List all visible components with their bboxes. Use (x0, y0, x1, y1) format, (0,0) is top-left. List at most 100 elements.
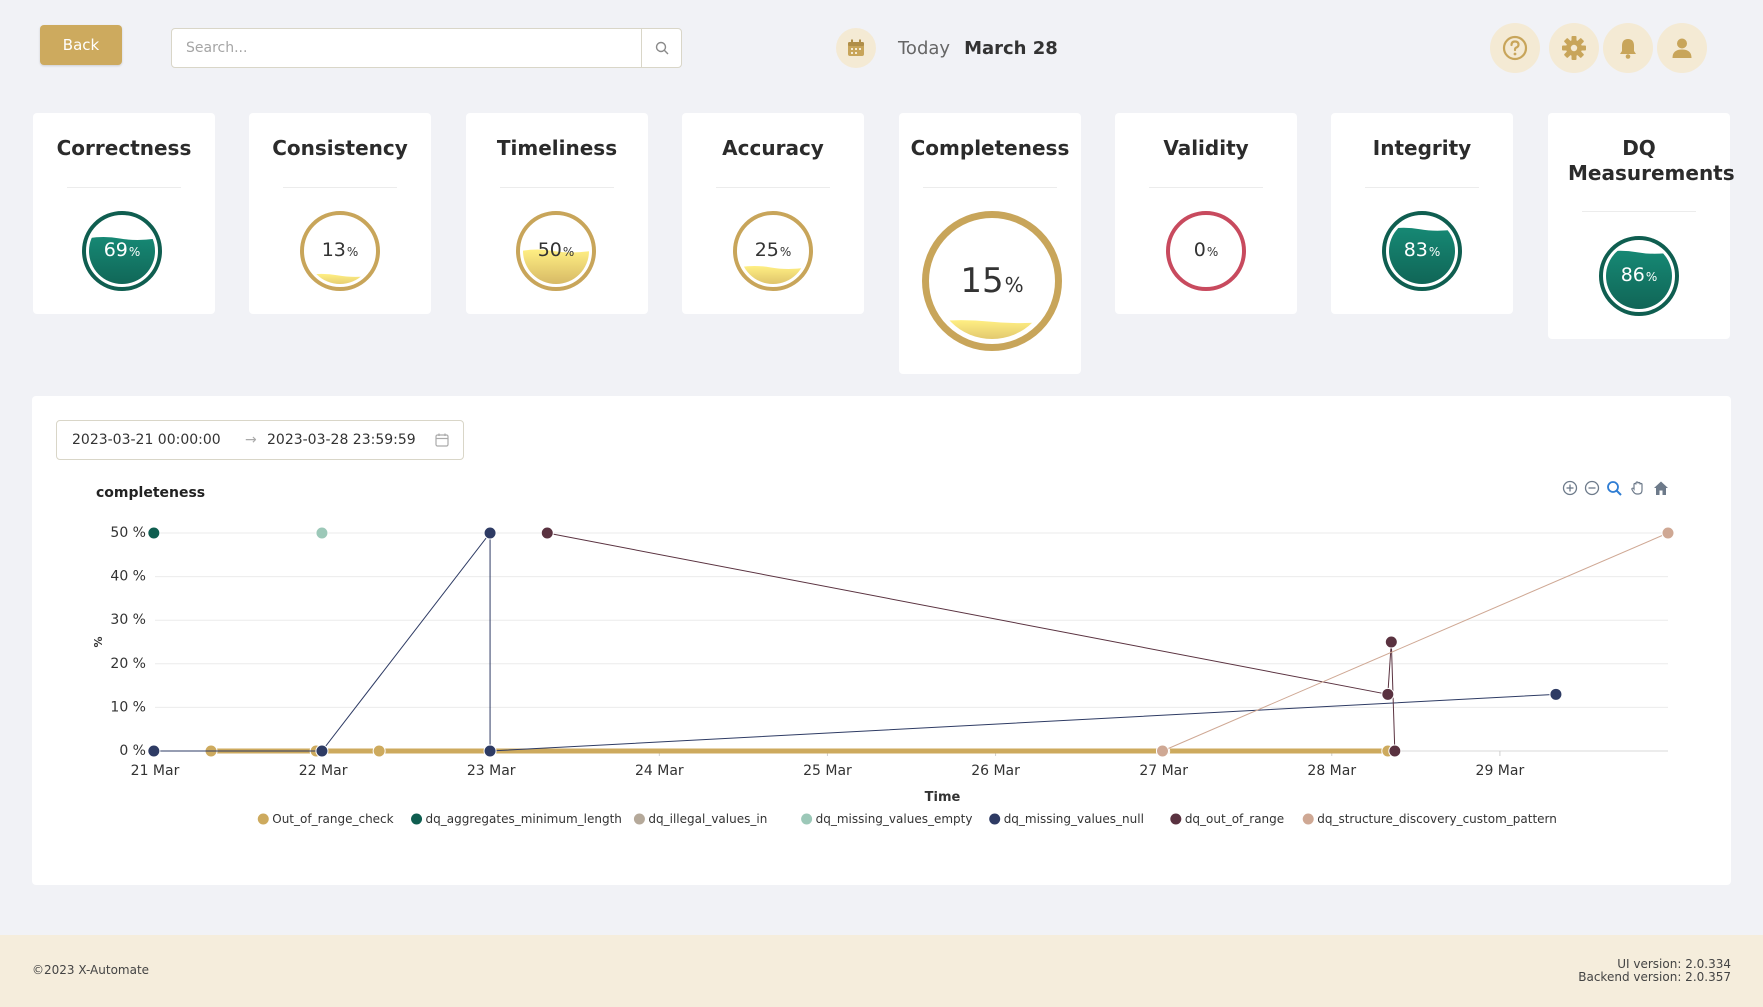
copyright: ©2023 X-Automate (32, 963, 150, 977)
x-axis-label: Time (925, 790, 961, 805)
x-tick-label: 21 Mar (131, 763, 180, 779)
profile-button[interactable] (1657, 23, 1707, 73)
home-reset-icon[interactable] (1652, 480, 1670, 496)
metric-card-dq-measurements[interactable]: DQ Measurements 86% (1548, 113, 1735, 339)
chart-legend: Out_of_range_check dq_aggregates_minimum_… (257, 812, 1557, 826)
metric-card-accuracy[interactable]: Accuracy 25% (682, 113, 864, 314)
data-point (147, 744, 161, 758)
settings-button[interactable] (1549, 23, 1599, 73)
range-start[interactable]: 2023-03-21 00:00:00 (72, 432, 221, 448)
bell-icon (1620, 39, 1636, 59)
metric-gauge: 15% (922, 211, 1062, 351)
data-point (1155, 744, 1169, 758)
metric-gauge: 69% (82, 211, 162, 291)
x-tick-label: 29 Mar (1476, 763, 1525, 779)
gauge-fill (740, 266, 806, 284)
back-button[interactable]: Back (40, 25, 122, 65)
legend-label: dq_missing_values_null (1004, 812, 1144, 826)
zoom-in-icon[interactable] (1562, 480, 1578, 496)
gauge-value: 86% (1621, 264, 1658, 286)
gauge-ring (300, 211, 380, 291)
y-tick-label: 0 % (119, 743, 146, 759)
metric-card-completeness[interactable]: Completeness 15% (899, 113, 1081, 374)
series-line (547, 532, 1396, 752)
series-Out_of_range_check (204, 744, 1395, 758)
y-tick-label: 10 % (110, 699, 146, 715)
series-dq_missing_values_empty (315, 526, 329, 540)
zoom-selection-icon[interactable] (1606, 480, 1624, 496)
gauge-value: 69% (104, 239, 141, 261)
series-line (153, 531, 1556, 752)
gauge-ring (1166, 211, 1246, 291)
calendar-button[interactable] (836, 28, 876, 68)
series-dq_illegal_values_in (1155, 744, 1169, 758)
search-button[interactable] (641, 29, 681, 67)
range-end[interactable]: 2023-03-28 23:59:59 (267, 432, 416, 448)
metric-title: Accuracy (722, 136, 824, 160)
help-button[interactable] (1490, 23, 1540, 73)
data-point (483, 526, 497, 540)
legend-marker (633, 813, 645, 825)
legend-marker (257, 813, 269, 825)
notifications-button[interactable] (1603, 23, 1653, 73)
metric-gauge: 25% (733, 211, 813, 291)
data-point (1384, 635, 1398, 649)
search-input[interactable] (172, 29, 641, 67)
data-point (483, 744, 497, 758)
metric-card-timeliness[interactable]: Timeliness 50% (466, 113, 648, 314)
pan-hand-icon[interactable] (1630, 480, 1646, 496)
data-point (1157, 744, 1171, 758)
data-point (315, 744, 329, 758)
data-point (540, 526, 554, 540)
data-point (1661, 526, 1675, 540)
y-axis-label: % (92, 636, 105, 647)
data-point (204, 744, 218, 758)
data-point (309, 744, 323, 758)
ui-version: UI version: 2.0.334 (1617, 957, 1731, 971)
metric-gauge: 13% (300, 211, 380, 291)
gauge-value: 83% (1404, 239, 1441, 261)
legend-marker (801, 813, 813, 825)
legend-label: Out_of_range_check (272, 812, 393, 826)
completeness-chart: completeness 0 % 10 % 20 % 30 % 40 % 50 %% 21 M… (92, 485, 1675, 826)
metric-title: Integrity (1372, 136, 1472, 160)
gauge-value: 15% (960, 261, 1023, 301)
data-point (1388, 744, 1402, 758)
y-tick-label: 20 % (110, 656, 146, 672)
data-point (1381, 687, 1395, 701)
metric-gauge: 50% (516, 211, 596, 291)
metric-card-validity[interactable]: Validity 0% (1115, 113, 1297, 314)
gauge-fill (934, 320, 1050, 339)
zoom-out-icon[interactable] (1584, 480, 1600, 496)
backend-version: Backend version: 2.0.357 (1578, 970, 1731, 984)
metric-title: DQ Measurements (1568, 136, 1735, 185)
legend-marker (1302, 813, 1314, 825)
legend-label: dq_out_of_range (1185, 812, 1284, 826)
gauge-ring (922, 211, 1062, 351)
metric-title: Consistency (272, 136, 408, 160)
x-tick-label: 25 Mar (803, 763, 852, 779)
current-date: March 28 (964, 37, 1058, 59)
data-point (147, 526, 161, 540)
series-dq_structure_discovery_custom_pattern (1155, 526, 1675, 758)
x-tick-label: 23 Mar (467, 763, 516, 779)
version-info: UI version: 2.0.334 Backend version: 2.0… (1578, 958, 1731, 984)
x-tick-label: 22 Mar (299, 763, 348, 779)
x-tick-label: 28 Mar (1307, 763, 1356, 779)
date-display: Today March 28 (836, 28, 1058, 68)
legend-marker (1170, 813, 1182, 825)
x-tick-label: 24 Mar (635, 763, 684, 779)
metric-card-consistency[interactable]: Consistency 13% (249, 113, 431, 314)
metric-card-correctness[interactable]: Correctness 69% (33, 113, 215, 314)
metric-title: Validity (1163, 136, 1249, 160)
data-point (1155, 744, 1169, 758)
search-icon (655, 41, 668, 55)
user-icon (1672, 38, 1692, 58)
calendar-icon (435, 433, 449, 447)
y-tick-label: 40 % (110, 569, 146, 585)
date-range-picker[interactable]: 2023-03-21 00:00:00 → 2023-03-28 23:59:5… (56, 420, 464, 460)
legend-label: dq_missing_values_empty (816, 812, 973, 826)
footer: ©2023 X-Automate UI version: 2.0.334 Bac… (0, 935, 1763, 1007)
metric-card-integrity[interactable]: Integrity 83% (1331, 113, 1513, 314)
series-dq_out_of_range (540, 526, 1402, 758)
